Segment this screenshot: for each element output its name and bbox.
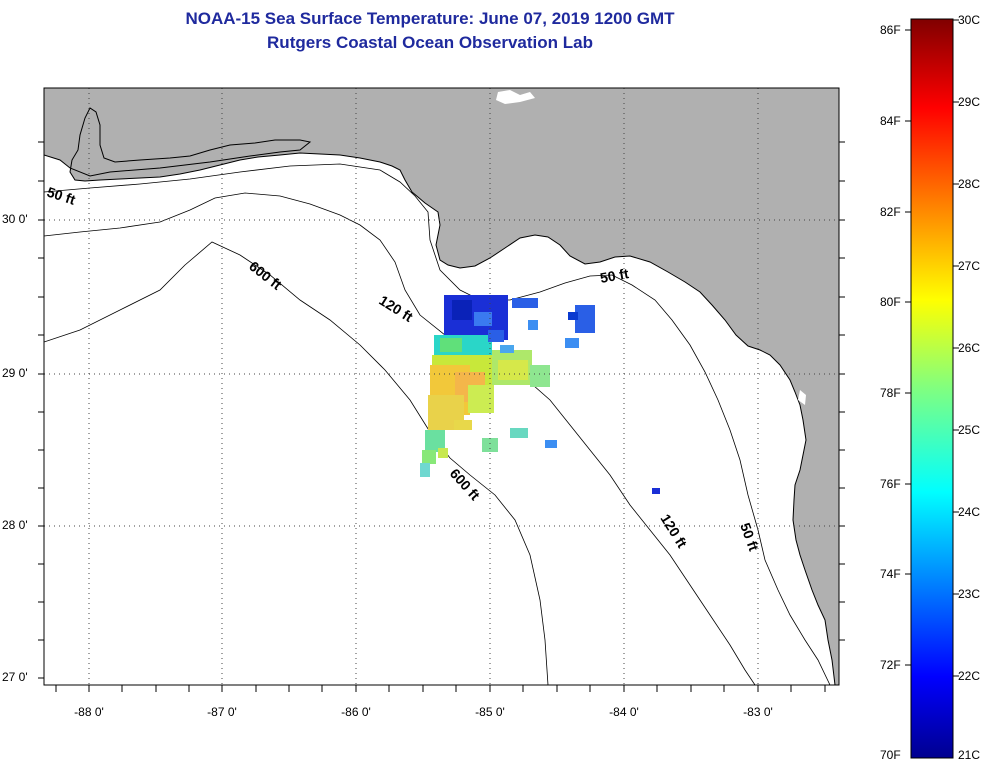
lon-label-85: -85 0': [475, 705, 505, 719]
sst-data-swath: [420, 295, 660, 494]
lon-label-83: -83 0': [743, 705, 773, 719]
colorbar-f-76: 76F: [880, 477, 901, 491]
colorbar-c-23: 23C: [958, 587, 981, 601]
colorbar-c-29: 29C: [958, 95, 981, 109]
colorbar-f-72: 72F: [880, 658, 901, 672]
lat-label-30: 30 0': [2, 212, 28, 226]
lake: [798, 390, 806, 405]
colorbar-f-82: 82F: [880, 205, 901, 219]
lon-label-84: -84 0': [609, 705, 639, 719]
colorbar-gradient: [910, 18, 954, 759]
colorbar-f-86: 86F: [880, 23, 901, 37]
land-florida-alabama: [44, 88, 839, 685]
colorbar-f-70: 70F: [880, 748, 901, 762]
lat-label-29: 29 0': [2, 366, 28, 380]
lake: [496, 90, 535, 104]
lon-label-87: -87 0': [207, 705, 237, 719]
colorbar-c-24: 24C: [958, 505, 981, 519]
lon-label-86: -86 0': [341, 705, 371, 719]
contour-50ft: [44, 163, 831, 685]
contour-600ft: [44, 241, 549, 685]
lat-label-28: 28 0': [2, 518, 28, 532]
colorbar-c-26: 26C: [958, 341, 981, 355]
map-subtitle: Rutgers Coastal Ocean Observation Lab: [267, 33, 593, 52]
colorbar-ticks: [905, 19, 959, 677]
colorbar-c-27: 27C: [958, 259, 981, 273]
contour-label-50ft-east: 50 ft: [599, 265, 630, 286]
lat-label-27: 27 0': [2, 670, 28, 684]
colorbar-c-21: 21C: [958, 748, 981, 762]
colorbar-c-28: 28C: [958, 177, 981, 191]
colorbar-f-84: 84F: [880, 114, 901, 128]
colorbar-f-74: 74F: [880, 567, 901, 581]
colorbar-f-80: 80F: [880, 295, 901, 309]
colorbar-c-25: 25C: [958, 423, 981, 437]
lon-label-88: -88 0': [74, 705, 104, 719]
colorbar-c-30: 30C: [958, 13, 981, 27]
colorbar-f-78: 78F: [880, 386, 901, 400]
colorbar-c-22: 22C: [958, 669, 981, 683]
axis-ticks: [38, 141, 845, 692]
map-frame: [43, 87, 840, 686]
map-title: NOAA-15 Sea Surface Temperature: June 07…: [185, 9, 675, 28]
